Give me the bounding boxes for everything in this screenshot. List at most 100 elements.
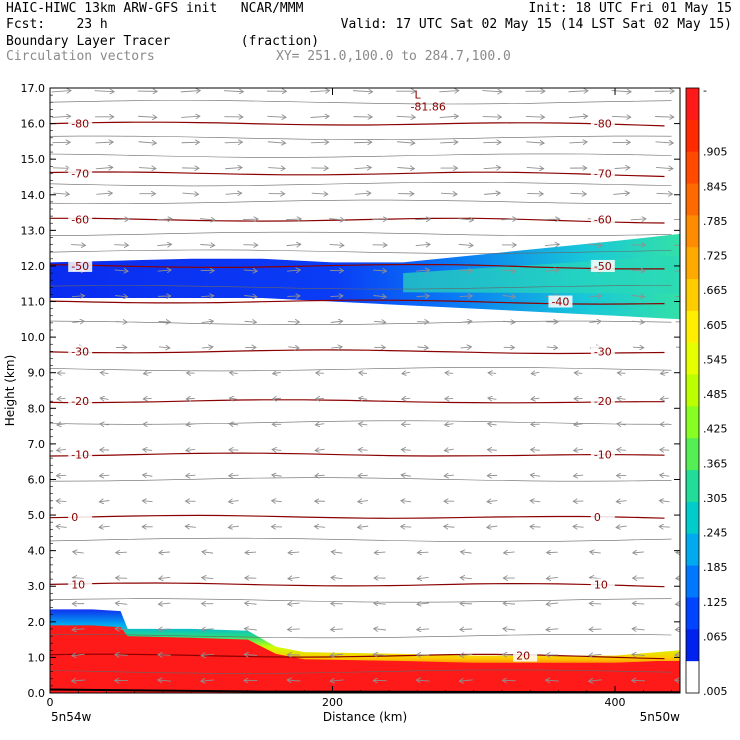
wind-vector xyxy=(158,322,171,323)
wind-vector xyxy=(330,296,343,297)
wind-vector xyxy=(100,424,109,425)
plot-layers: -80 -80 -70 -70 -60 -60 -50 -50 -40 -30 -30 -20 -20 -… xyxy=(50,89,680,693)
contour-label-right: -20 xyxy=(594,395,612,408)
wind-vector xyxy=(374,629,387,630)
wind-vector xyxy=(483,167,501,168)
colorbar-label: .605 xyxy=(703,319,728,332)
wind-vector xyxy=(458,244,473,245)
wind-vector xyxy=(159,577,171,578)
upper-tracer-layer xyxy=(50,233,680,320)
y-tick-label: 12.0 xyxy=(21,260,46,273)
contour-label-left: 10 xyxy=(71,578,85,591)
wind-vector xyxy=(272,475,282,476)
wind-vector xyxy=(612,116,631,117)
wind-vector xyxy=(329,219,344,220)
wind-vector xyxy=(396,116,416,117)
wind-vector xyxy=(613,193,629,194)
wind-vector xyxy=(445,424,454,425)
colorbar-label: .005 xyxy=(703,685,728,698)
wind-vector xyxy=(631,296,645,297)
wind-vector xyxy=(674,270,680,272)
wind-vector xyxy=(660,475,670,476)
y-tick-label: 8.0 xyxy=(28,402,46,415)
wind-vector xyxy=(329,244,344,245)
colorbar-swatch xyxy=(686,406,699,439)
wind-vector xyxy=(52,168,70,169)
wind-vector xyxy=(51,91,71,92)
y-tick-label: 9.0 xyxy=(28,367,46,380)
wind-vector xyxy=(272,501,282,502)
wind-vector xyxy=(358,526,369,527)
wind-vector xyxy=(590,552,601,553)
wind-vector xyxy=(245,603,257,604)
wind-vector xyxy=(229,501,239,502)
contour-label-bg xyxy=(68,213,93,226)
wind-vector xyxy=(315,424,325,425)
wind-vector xyxy=(242,219,258,220)
wind-vector xyxy=(331,347,342,348)
wind-vector xyxy=(288,552,300,553)
wind-vector xyxy=(286,244,301,245)
wind-vector xyxy=(502,295,516,296)
colorbar-swatch xyxy=(686,470,699,503)
wind-vector xyxy=(224,142,243,143)
wind-vector xyxy=(202,347,213,348)
wind-vector xyxy=(186,449,196,450)
wind-vector xyxy=(632,654,645,655)
colorbar-swatch xyxy=(686,88,699,121)
wind-vector xyxy=(526,167,544,168)
colorbar-frame xyxy=(685,87,700,694)
wind-vector xyxy=(617,373,626,374)
wind-vector xyxy=(99,500,110,501)
colorbar-label: .425 xyxy=(703,423,728,436)
wind-vector xyxy=(531,372,540,373)
wind-vector xyxy=(71,296,85,297)
wind-vector xyxy=(459,680,473,681)
wind-vector xyxy=(373,295,387,296)
wind-vector xyxy=(401,450,411,451)
wind-vector xyxy=(286,219,301,220)
wind-vector xyxy=(458,219,473,220)
wind-vector xyxy=(460,654,473,655)
y-axis-label: Height (km) xyxy=(3,355,17,426)
temperature-contour xyxy=(50,263,665,270)
wind-vector xyxy=(158,347,170,348)
wind-vector xyxy=(488,373,497,374)
y-tick-label: 3.0 xyxy=(28,580,46,593)
contour-label-left: -20 xyxy=(71,395,89,408)
wind-vector xyxy=(358,424,368,425)
header-valid: Valid: 17 UTC Sat 02 May 15 (14 LST Sat … xyxy=(340,17,732,32)
contour-label-right: -40 xyxy=(551,296,569,309)
contour-label-bg xyxy=(68,167,93,180)
wind-vector xyxy=(573,526,584,527)
wind-vector xyxy=(460,629,473,630)
wind-vector xyxy=(417,347,428,348)
wind-vector xyxy=(655,142,674,143)
contour-label-right: -70 xyxy=(594,167,612,180)
colorbar-swatch xyxy=(686,310,699,344)
wind-vector xyxy=(482,91,501,92)
wind-vector xyxy=(201,654,214,655)
contour-label-bg xyxy=(68,345,93,358)
contour-label-left: -60 xyxy=(71,214,89,227)
contour-label-bg xyxy=(68,578,93,591)
isentrope-line xyxy=(50,537,672,542)
colorbar-label: .905 xyxy=(703,146,728,159)
wind-vector xyxy=(487,526,498,527)
wind-vector xyxy=(417,577,429,578)
wind-vector xyxy=(95,167,113,168)
wind-vector xyxy=(100,398,109,399)
wind-vector xyxy=(331,578,343,579)
contour-label-left: -50 xyxy=(71,260,89,273)
wind-vector xyxy=(373,321,386,322)
contour-label-bg xyxy=(590,259,615,272)
wind-vector xyxy=(201,321,214,322)
wind-vector xyxy=(186,398,195,399)
wind-vector xyxy=(156,219,172,220)
wind-vector xyxy=(488,398,497,399)
contour-label-bg xyxy=(590,448,615,461)
wind-vector xyxy=(114,270,128,271)
y-tick-label: 14.0 xyxy=(21,189,46,202)
wind-vector xyxy=(632,603,645,604)
colorbar-swatch xyxy=(686,501,699,535)
